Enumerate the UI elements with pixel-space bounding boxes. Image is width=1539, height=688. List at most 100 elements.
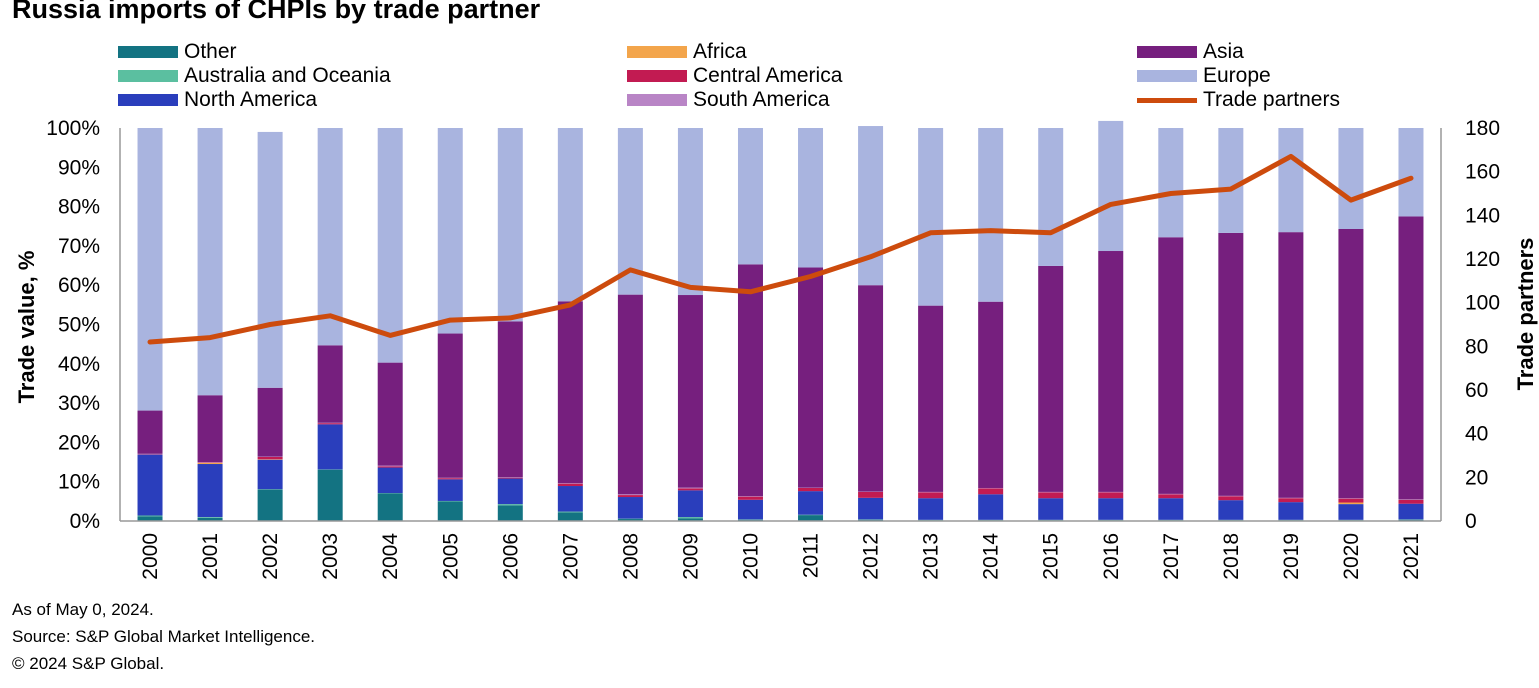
y-tick-label: 70% xyxy=(58,235,100,258)
trade-partners-point xyxy=(989,229,992,232)
bar-segment xyxy=(677,488,703,491)
bar-segment xyxy=(437,128,463,334)
bar-segment xyxy=(197,462,223,465)
trade-partners-point xyxy=(209,336,212,339)
bar-segment xyxy=(1278,232,1304,498)
bar-segment xyxy=(737,128,763,265)
trade-partners-point xyxy=(629,268,632,271)
bar-segment xyxy=(317,345,343,423)
x-tick-label: 2013 xyxy=(920,533,943,580)
bar-segment xyxy=(1158,494,1184,499)
bar-segment xyxy=(737,496,763,500)
bar-segment xyxy=(1158,237,1184,494)
bar-segment xyxy=(677,487,703,489)
legend-label: Central America xyxy=(693,64,843,87)
x-tick-label: 2012 xyxy=(860,533,883,580)
legend-swatch xyxy=(118,46,178,58)
bar-segment xyxy=(1218,232,1244,496)
x-tick-label: 2003 xyxy=(319,533,342,580)
y2-tick-label: 60 xyxy=(1465,379,1488,402)
bar-segment xyxy=(918,492,944,499)
bar-segment xyxy=(617,294,643,495)
bar-segment xyxy=(918,498,944,520)
y2-tick-label: 0 xyxy=(1465,510,1477,533)
bar-segment xyxy=(677,295,703,488)
trade-partners-point xyxy=(1049,231,1052,234)
bar-segment xyxy=(1398,503,1424,520)
trade-partners-point xyxy=(509,316,512,319)
y-tick-label: 90% xyxy=(58,156,100,179)
x-tick-label: 2008 xyxy=(619,533,642,580)
y-tick-label: 40% xyxy=(58,353,100,376)
bar-segment xyxy=(197,395,223,463)
bar-segment xyxy=(137,410,163,454)
legend-swatch xyxy=(1137,98,1197,103)
bar-segment xyxy=(377,467,403,494)
trade-partners-point xyxy=(1169,192,1172,195)
legend-label: Australia and Oceania xyxy=(184,64,391,87)
bar-segment xyxy=(317,128,343,346)
bar-segment xyxy=(1338,229,1364,499)
bar-segment xyxy=(197,464,223,518)
legend-swatch xyxy=(1137,70,1197,82)
bar-segment xyxy=(1158,128,1184,238)
bar-segment xyxy=(617,519,643,521)
x-tick-label: 2005 xyxy=(439,533,462,580)
bar-segment xyxy=(557,301,583,484)
x-tick-label: 2010 xyxy=(739,533,762,580)
bar-segment xyxy=(858,285,884,492)
bar-segment xyxy=(497,505,523,521)
bar-segment xyxy=(978,494,1004,520)
bar-segment xyxy=(1398,499,1424,504)
trade-partners-point xyxy=(329,314,332,317)
bar-segment xyxy=(798,128,824,268)
trade-partners-point xyxy=(449,319,452,322)
bar-segment xyxy=(617,497,643,519)
bar-segment xyxy=(918,305,944,492)
bar-segment xyxy=(1038,128,1064,266)
bar-segment xyxy=(197,517,223,518)
bar-segment xyxy=(677,490,703,518)
bar-segment xyxy=(317,423,343,425)
bar-segment xyxy=(1218,496,1244,501)
bar-segment xyxy=(978,128,1004,302)
legend-label: Trade partners xyxy=(1203,88,1340,111)
legend-swatch xyxy=(118,94,178,106)
bar-segment xyxy=(377,493,403,521)
trade-partners-point xyxy=(149,340,152,343)
legend-label: North America xyxy=(184,88,318,111)
x-tick-label: 2006 xyxy=(499,533,522,580)
legend-label: Europe xyxy=(1203,64,1271,87)
trade-partners-point xyxy=(1409,177,1412,180)
bar-segment xyxy=(437,333,463,478)
y2-tick-label: 100 xyxy=(1465,292,1500,315)
bar-segment xyxy=(1218,128,1244,233)
y2-tick-label: 20 xyxy=(1465,466,1488,489)
bar-segment xyxy=(197,128,223,396)
trade-partners-point xyxy=(869,255,872,258)
bar-segment xyxy=(497,321,523,478)
trade-partners-point xyxy=(1109,203,1112,206)
x-tick-label: 2004 xyxy=(379,533,402,580)
bar-segment xyxy=(1398,216,1424,500)
trade-partners-line xyxy=(147,153,1414,345)
bar-segment xyxy=(737,264,763,497)
bar-segment xyxy=(497,478,523,505)
bar-segment xyxy=(557,128,583,302)
footnote-copyright: © 2024 S&P Global. xyxy=(12,654,165,673)
bar-segment xyxy=(1278,498,1304,503)
bar-segment xyxy=(137,128,163,411)
y-tick-label: 80% xyxy=(58,196,100,219)
bar-segment xyxy=(317,424,343,470)
y2-tick-label: 40 xyxy=(1465,423,1488,446)
bar-segment xyxy=(257,489,283,521)
trade-partners-point xyxy=(689,286,692,289)
bar-segment xyxy=(1338,504,1364,520)
bar-segment xyxy=(1278,502,1304,520)
x-tick-label: 2017 xyxy=(1160,533,1183,580)
bar-segment xyxy=(377,362,403,466)
bar-segment xyxy=(1038,498,1064,520)
x-tick-label: 2018 xyxy=(1220,533,1243,580)
bar-segment xyxy=(918,128,944,306)
legend-swatch xyxy=(627,46,687,58)
